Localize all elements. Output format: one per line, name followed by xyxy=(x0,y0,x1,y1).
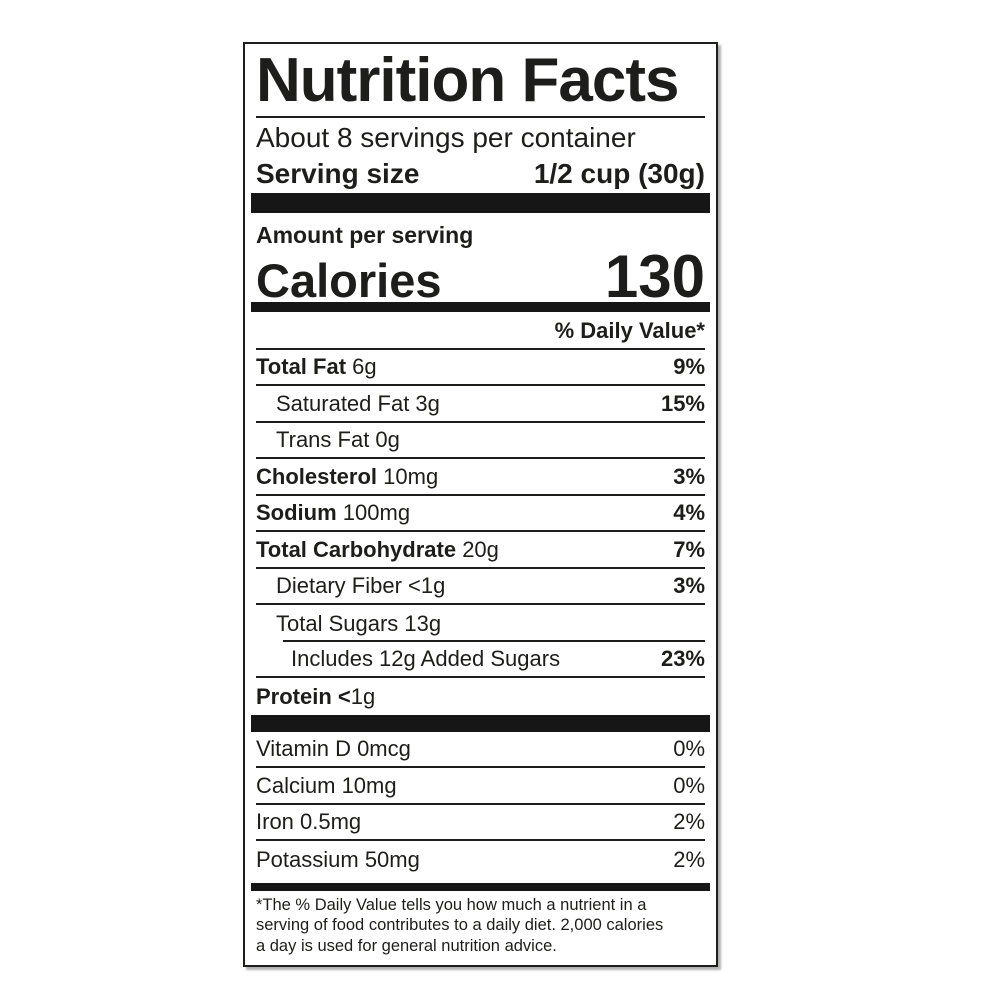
nutrient-row-total-fat: Total Fat 6g 9% xyxy=(256,350,705,387)
nutrient-name: Trans Fat 0g xyxy=(276,427,400,453)
nutrient-daily-value: 3% xyxy=(673,573,705,599)
title-divider xyxy=(256,116,705,118)
nutrient-name: Dietary Fiber <1g xyxy=(276,573,446,599)
nutrient-row-dietary-fiber: Dietary Fiber <1g 3% xyxy=(256,569,705,606)
nutrient-row-saturated-fat: Saturated Fat 3g 15% xyxy=(256,386,705,423)
nutrient-name: Sodium 100mg xyxy=(256,500,411,526)
footnote-line: *The % Daily Value tells you how much a … xyxy=(256,895,647,914)
vitamin-name: Potassium 50mg xyxy=(256,846,420,872)
serving-size-value: 1/2 cup (30g) xyxy=(533,158,705,190)
thick-divider-top xyxy=(251,193,710,214)
nutrient-name: Saturated Fat 3g xyxy=(276,390,440,416)
vitamin-row-potassium: Potassium 50mg 2% xyxy=(256,841,705,878)
vitamin-row-vitamin-d: Vitamin D 0mcg 0% xyxy=(256,732,705,769)
vitamin-daily-value: 0% xyxy=(673,772,705,798)
nutrient-daily-value: 4% xyxy=(673,500,705,526)
nutrient-name: Total Carbohydrate 20g xyxy=(256,536,499,562)
label-title: Nutrition Facts xyxy=(256,46,679,115)
nutrient-name: Total Fat 6g xyxy=(256,354,377,380)
serving-size-label: Serving size xyxy=(256,158,420,190)
nutrient-name: Cholesterol 10mg xyxy=(256,463,439,489)
vitamin-daily-value: 2% xyxy=(673,809,705,835)
nutrient-row-total-sugars: Total Sugars 13g xyxy=(256,605,705,642)
nutrient-row-added-sugars: Includes 12g Added Sugars 23% xyxy=(256,642,705,679)
nutrient-row-protein: Protein <1g xyxy=(256,678,705,715)
nutrient-daily-value: 23% xyxy=(660,646,705,672)
vitamin-daily-value: 0% xyxy=(673,736,705,762)
nutrient-row-total-carbohydrate: Total Carbohydrate 20g 7% xyxy=(256,532,705,569)
nutrient-daily-value: 15% xyxy=(660,390,705,416)
nutrition-facts-label: Nutrition Facts About 8 servings per con… xyxy=(243,42,718,968)
footnote-line: serving of food contributes to a daily d… xyxy=(256,916,664,935)
nutrient-daily-value: 9% xyxy=(673,354,705,380)
footnote-line: a day is used for general nutrition advi… xyxy=(256,936,557,955)
vitamin-daily-value: 2% xyxy=(673,846,705,872)
calories-value: 130 xyxy=(604,242,705,310)
nutrient-row-trans-fat: Trans Fat 0g xyxy=(256,423,705,460)
footnote: *The % Daily Value tells you how much a … xyxy=(256,891,705,956)
medium-divider-footnote xyxy=(251,882,710,891)
nutrient-daily-value: 7% xyxy=(673,536,705,562)
nutrient-name: Protein <1g xyxy=(256,683,376,709)
vitamin-row-calcium: Calcium 10mg 0% xyxy=(256,768,705,805)
serving-size-row: Serving size 1/2 cup (30g) xyxy=(256,156,705,191)
vitamin-name: Iron 0.5mg xyxy=(256,809,362,835)
nutrient-daily-value: 3% xyxy=(673,463,705,489)
daily-value-header: % Daily Value* xyxy=(256,312,705,350)
nutrient-rows: Total Fat 6g 9% Saturated Fat 3g 15% Tra… xyxy=(256,350,705,715)
vitamin-row-iron: Iron 0.5mg 2% xyxy=(256,805,705,842)
vitamin-name: Calcium 10mg xyxy=(256,772,397,798)
medium-divider-calories xyxy=(251,301,710,312)
nutrient-row-cholesterol: Cholesterol 10mg 3% xyxy=(256,459,705,496)
vitamin-name: Vitamin D 0mcg xyxy=(256,736,411,762)
thick-divider-protein xyxy=(251,714,710,732)
calories-label: Calories xyxy=(256,253,442,307)
vitamin-rows: Vitamin D 0mcg 0% Calcium 10mg 0% Iron 0… xyxy=(256,732,705,878)
nutrient-name: Includes 12g Added Sugars xyxy=(291,646,561,672)
servings-per-container: About 8 servings per container xyxy=(256,122,636,153)
nutrient-name: Total Sugars 13g xyxy=(276,610,442,636)
nutrient-row-sodium: Sodium 100mg 4% xyxy=(256,496,705,533)
calories-row: Calories 130 xyxy=(256,246,705,306)
amount-per-serving-label: Amount per serving xyxy=(256,222,474,249)
